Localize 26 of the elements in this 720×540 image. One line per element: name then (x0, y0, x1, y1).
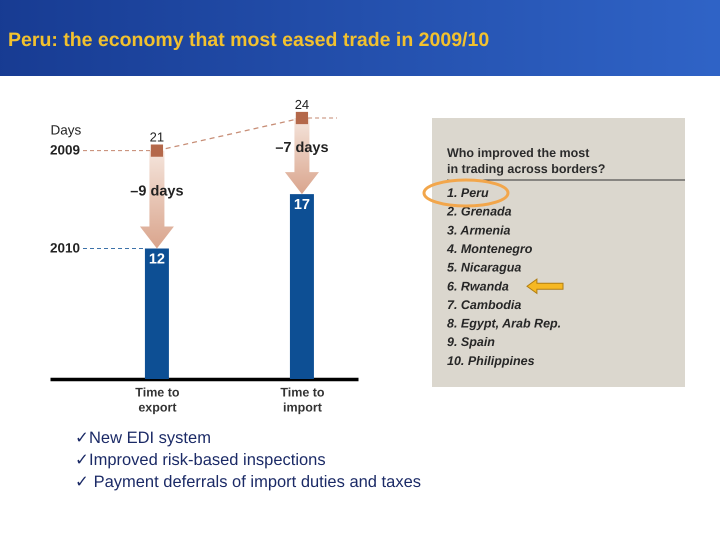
text: 9. Spain (447, 335, 496, 350)
data-label: 21 (150, 130, 164, 145)
text: 3. Armenia (447, 223, 510, 238)
data-label: 17 (294, 197, 310, 214)
text: 8. Egypt, Arab Rep. (447, 316, 562, 331)
x-tick-label: Time to import (280, 386, 325, 414)
text: 2. Grenada (446, 204, 512, 219)
text: 4. Montenegro (446, 242, 533, 256)
text: 7. Cambodia (447, 298, 522, 312)
annotation: –7 days (275, 140, 329, 156)
text: 2009 (50, 142, 80, 158)
text: ✓Improved risk-based inspections (75, 451, 326, 469)
text: 1. Peru (447, 186, 490, 200)
legend-label: 2010 (50, 240, 80, 256)
text: 6. Rwanda (447, 279, 509, 294)
chart-title: Peru: the economy that most eased trade in 2009/10 (8, 29, 490, 51)
data-label: 12 (148, 252, 165, 268)
text: ✓ Payment deferrals of import duties and taxes (75, 473, 421, 491)
text: 5. Nicaragua (447, 260, 522, 275)
x-tick-label: Time to export (135, 386, 180, 414)
text: 10. Philippines (447, 354, 535, 368)
y-axis-title: Days (50, 122, 82, 138)
text: ✓New EDI system (75, 429, 211, 447)
data-label: 24 (294, 97, 310, 112)
annotation: –9 days (130, 184, 184, 200)
text: Who improved the most in trading across borders? (447, 146, 606, 176)
